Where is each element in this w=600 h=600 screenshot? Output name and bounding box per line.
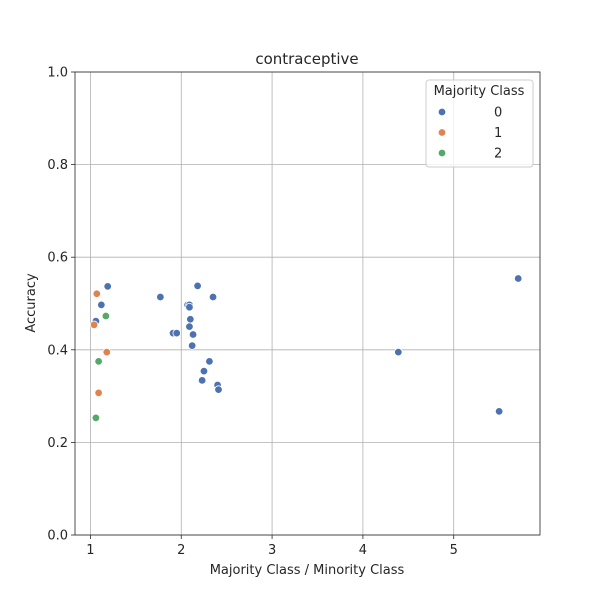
x-axis-ticks: 1 2 3 4 5 bbox=[86, 535, 458, 558]
data-point bbox=[514, 274, 523, 283]
data-point bbox=[187, 341, 197, 350]
legend: Majority Class 0 1 2 bbox=[425, 79, 534, 168]
series-2-points bbox=[91, 311, 111, 423]
x-tick-label: 1 bbox=[86, 543, 94, 558]
y-tick-label: 0.4 bbox=[47, 343, 68, 358]
chart-title: contraceptive bbox=[255, 50, 358, 68]
data-point bbox=[94, 388, 103, 398]
data-point bbox=[193, 281, 202, 291]
x-tick-label: 5 bbox=[450, 543, 458, 558]
data-point bbox=[214, 385, 223, 394]
data-point bbox=[186, 315, 195, 324]
data-point bbox=[91, 413, 101, 423]
data-point bbox=[208, 292, 218, 302]
y-tick-label: 0.8 bbox=[47, 158, 68, 173]
y-tick-label: 0.0 bbox=[47, 529, 68, 544]
legend-label-1: 1 bbox=[494, 126, 502, 141]
data-point bbox=[103, 282, 112, 291]
data-point bbox=[94, 357, 103, 366]
data-point bbox=[156, 292, 165, 302]
y-axis-ticks: 0.0 0.2 0.4 0.6 0.8 1.0 bbox=[47, 66, 75, 544]
data-point bbox=[205, 357, 214, 366]
data-points bbox=[89, 274, 523, 423]
series-1-points bbox=[89, 289, 111, 398]
data-point bbox=[199, 366, 209, 376]
y-tick-label: 0.6 bbox=[47, 251, 68, 266]
legend-label-2: 2 bbox=[494, 147, 502, 162]
legend-label-0: 0 bbox=[494, 106, 502, 121]
legend-marker-1 bbox=[437, 128, 447, 137]
data-point bbox=[172, 328, 181, 338]
plot-area-frame bbox=[74, 71, 541, 536]
legend-box bbox=[425, 79, 534, 168]
data-point bbox=[185, 303, 194, 312]
y-axis-label: Accuracy bbox=[24, 273, 39, 333]
legend-title: Majority Class bbox=[434, 84, 525, 99]
series-0-points bbox=[91, 274, 523, 416]
data-point bbox=[101, 311, 111, 321]
data-point bbox=[494, 407, 504, 416]
data-point bbox=[89, 320, 99, 329]
data-point bbox=[102, 347, 111, 357]
data-point bbox=[188, 330, 198, 339]
legend-marker-0 bbox=[437, 107, 447, 117]
y-tick-label: 1.0 bbox=[47, 66, 68, 81]
data-point bbox=[97, 300, 106, 310]
data-point bbox=[92, 289, 101, 298]
data-point bbox=[197, 376, 207, 385]
x-tick-label: 4 bbox=[359, 543, 367, 558]
x-tick-label: 2 bbox=[177, 543, 185, 558]
legend-marker-2 bbox=[437, 148, 447, 158]
y-tick-label: 0.2 bbox=[47, 436, 68, 451]
data-point bbox=[394, 347, 403, 357]
x-tick-label: 3 bbox=[268, 543, 276, 558]
x-axis-label: Majority Class / Minority Class bbox=[210, 563, 405, 578]
data-point bbox=[185, 322, 194, 331]
